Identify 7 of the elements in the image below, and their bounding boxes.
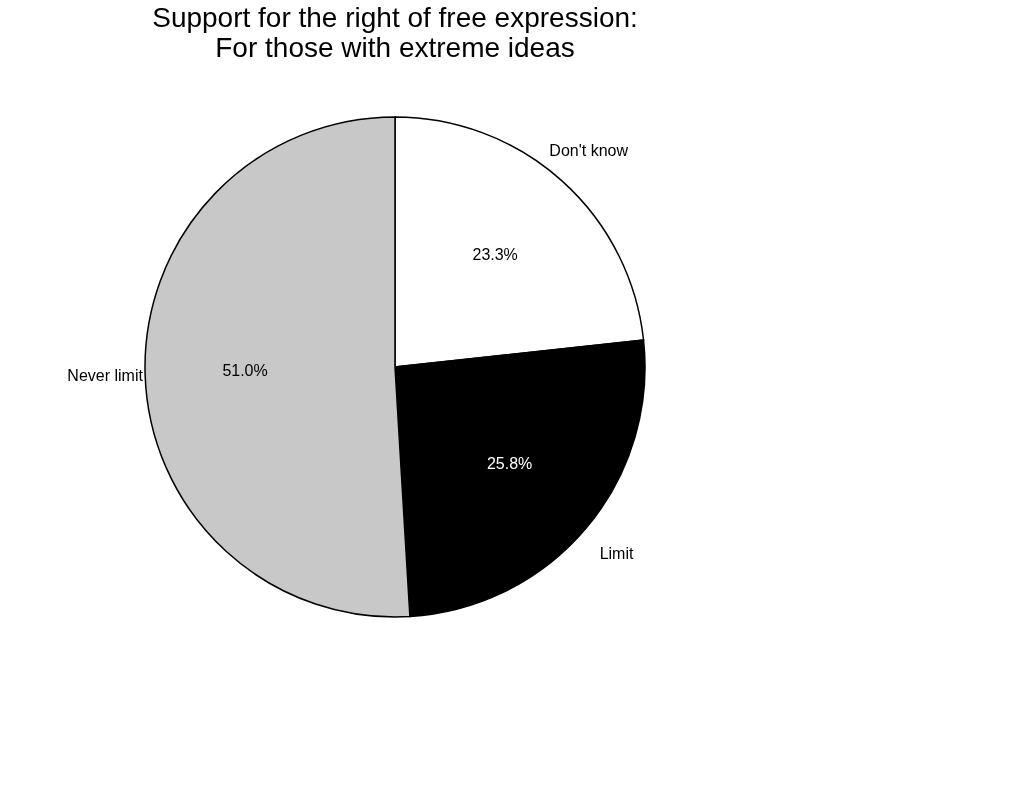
- slice-label: Don't know: [549, 142, 629, 160]
- slice-label: Limit: [599, 545, 634, 563]
- data-label: 25.8%: [486, 454, 533, 472]
- slice-label: Never limit: [67, 366, 144, 384]
- chart-title: Support for the right of free expression: For those with extreme ideas: [152, 2, 638, 63]
- data-label: 23.3%: [472, 246, 518, 264]
- data-label: 51.0%: [222, 362, 268, 380]
